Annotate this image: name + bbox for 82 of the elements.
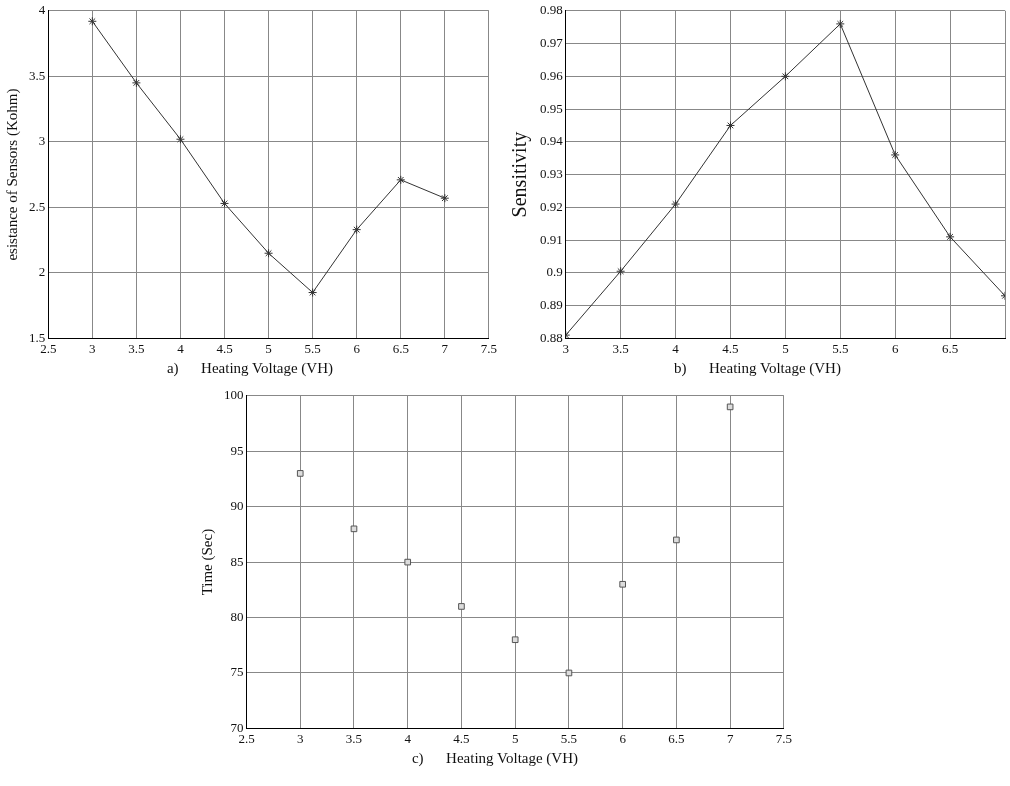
y-tick-label: 3 <box>38 133 46 149</box>
text: a) Heating Voltage (VH) <box>166 360 334 376</box>
x-tick-label: 6.5 <box>392 340 409 356</box>
y-tick-label: 1.5 <box>29 329 46 345</box>
x-tick-label: 6.5 <box>941 340 959 356</box>
y-tick-label: 4 <box>38 2 46 18</box>
point <box>673 536 680 544</box>
point <box>404 558 412 566</box>
y-tick-label: 0.91 <box>540 231 563 247</box>
x-tick-label: 4.5 <box>216 340 233 356</box>
point <box>350 525 358 533</box>
point <box>131 78 141 88</box>
x-tick-label: 4.5 <box>453 730 470 746</box>
text: c) Heating Voltage (VH) <box>411 750 579 766</box>
point <box>565 669 573 677</box>
x-tick-label: 4 <box>404 730 412 746</box>
x-tick-label: 5 <box>511 730 519 746</box>
point <box>725 120 735 130</box>
x-tick-label: 5.5 <box>560 730 578 746</box>
x-tick-label: 6 <box>619 730 627 746</box>
y-tick-label: 0.98 <box>540 2 563 18</box>
point <box>308 288 318 298</box>
x-tick-label: 7.5 <box>775 730 792 746</box>
point <box>296 470 304 477</box>
y-tick-label: 80 <box>230 608 244 624</box>
text: b) Heating Voltage (VH) <box>674 360 841 376</box>
y-axis-title: Sensitivity <box>508 131 532 218</box>
point <box>616 266 626 276</box>
x-tick-label: 5.5 <box>832 340 849 356</box>
y-axis-title: esistance of Sensors (Kohm) <box>3 88 21 261</box>
y-axis-title: Time (Sec) <box>198 528 216 596</box>
x-tick-label: 4 <box>672 340 680 356</box>
point <box>511 636 519 644</box>
x-tick-label: 3.5 <box>128 340 145 356</box>
x-tick-label: 4 <box>177 340 185 356</box>
point <box>175 134 185 144</box>
x-tick-label: 4.5 <box>722 340 739 356</box>
y-tick-label: 0.96 <box>540 67 564 83</box>
y-tick-label: 0.94 <box>540 133 564 149</box>
point <box>352 225 362 235</box>
x-tick-label: 3 <box>296 730 304 746</box>
y-tick-label: 95 <box>230 442 244 458</box>
y-tick-label: 0.93 <box>540 166 563 182</box>
point <box>458 603 465 610</box>
x-tick-label: 3.5 <box>612 340 629 356</box>
y-tick-label: 3.5 <box>29 67 46 83</box>
y-tick-label: 90 <box>230 498 244 514</box>
point <box>780 71 790 81</box>
y-tick-label: 2 <box>38 264 46 280</box>
y-tick-label: 0.92 <box>540 198 563 214</box>
y-tick-label: 0.89 <box>540 297 563 313</box>
point <box>835 19 845 29</box>
x-tick-label: 7 <box>726 730 734 746</box>
y-tick-label: 0.88 <box>540 329 563 345</box>
x-tick-label: 5 <box>782 340 789 356</box>
x-tick-label: 5.5 <box>304 340 321 356</box>
point <box>890 150 900 160</box>
y-tick-label: 0.97 <box>540 34 564 50</box>
point <box>671 199 681 209</box>
point <box>396 175 406 185</box>
x-tick-label: 3 <box>89 340 96 356</box>
point <box>264 248 274 258</box>
x-tick-label: 5 <box>265 340 272 356</box>
x-tick-label: 6 <box>891 340 899 356</box>
point <box>440 193 450 203</box>
point <box>220 198 229 208</box>
y-tick-label: 0.9 <box>546 264 563 280</box>
point <box>945 232 955 242</box>
y-tick-label: 75 <box>230 664 244 680</box>
x-tick-label: 7.5 <box>480 340 497 356</box>
y-tick-label: 100 <box>224 387 244 403</box>
y-tick-label: 2.5 <box>29 198 46 214</box>
y-tick-label: 0.95 <box>540 100 563 116</box>
x-tick-label: 3.5 <box>345 730 363 746</box>
y-tick-label: 70 <box>230 719 244 735</box>
x-tick-label: 6.5 <box>668 730 685 746</box>
point <box>87 16 97 26</box>
point <box>726 403 734 411</box>
point <box>619 580 626 588</box>
y-tick-label: 85 <box>230 553 244 569</box>
x-tick-label: 7 <box>441 340 449 356</box>
x-tick-label: 6 <box>353 340 361 356</box>
